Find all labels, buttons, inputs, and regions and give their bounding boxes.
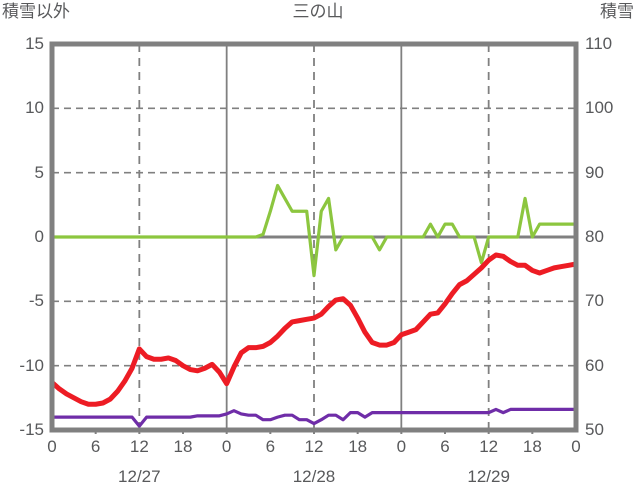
x-axis-tick-label: 6: [440, 437, 450, 456]
y-axis-right-tick-label: 90: [585, 162, 604, 182]
left-axis-title: 積雪以外: [2, 2, 70, 21]
y-axis-left-tick-label: 0: [34, 227, 44, 246]
right-axis-title: 積雪: [600, 2, 634, 21]
x-axis-tick-label: 18: [173, 437, 193, 456]
series-line-temperature: [49, 252, 579, 407]
x-axis-tick-label: 6: [265, 437, 276, 456]
series-line-snow-depth-change: [50, 183, 578, 278]
y-axis-left-tick-label: 15: [25, 34, 44, 53]
y-axis-right-tick-label: 110: [585, 34, 613, 53]
chart-title: 三の山: [292, 2, 344, 21]
x-axis-tick-label: 18: [522, 437, 542, 456]
x-axis-day-label: 12/27: [118, 467, 161, 486]
x-axis-tick-label: 12: [479, 437, 499, 456]
y-axis-left-tick-label: -5: [28, 291, 44, 311]
x-axis-tick-label: 0: [47, 437, 57, 456]
y-axis-left-tick-label: 5: [34, 162, 44, 182]
y-axis-left-tick-label: 10: [25, 98, 44, 118]
x-axis-day-label: 12/29: [467, 467, 510, 486]
x-axis-tick-label: 0: [396, 437, 407, 456]
y-axis-left-tick-label: -15: [19, 420, 44, 439]
x-axis-tick-label: 12: [129, 437, 149, 456]
y-axis-right-tick-label: 80: [585, 227, 604, 246]
x-axis-tick-label: 6: [90, 437, 101, 456]
y-axis-right-tick-label: 70: [585, 291, 604, 311]
x-axis-tick-label: 0: [571, 437, 581, 456]
x-axis-tick-label: 18: [348, 437, 368, 456]
y-axis-left-tick-label: -10: [19, 355, 44, 375]
y-axis-right-tick-label: 100: [585, 98, 614, 118]
y-axis-right-tick-label: 60: [585, 355, 604, 375]
x-axis-tick-label: 12: [304, 437, 324, 456]
x-axis-day-label: 12/28: [292, 467, 336, 486]
x-axis-tick-label: 0: [221, 437, 232, 456]
series-line-snow-depth: [50, 407, 578, 428]
y-axis-right-tick-label: 50: [585, 420, 604, 439]
